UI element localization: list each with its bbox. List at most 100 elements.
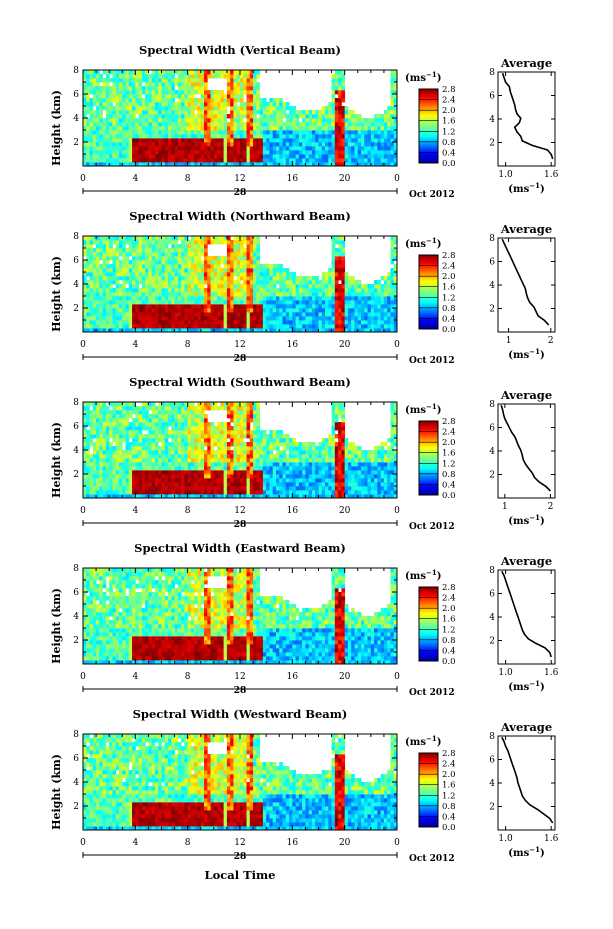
heatmap-cell [243,90,247,95]
heatmap-cell [194,482,198,487]
heatmap-cell [89,328,94,333]
heatmap-cell [318,320,323,325]
heatmap-cell [86,146,90,151]
heatmap-cell [351,328,355,333]
heatmap-cell [240,146,244,151]
heatmap-cell [253,292,257,297]
heatmap-cell [164,438,169,443]
heatmap-cell [145,268,149,273]
heatmap-cell [158,236,162,241]
heatmap-cell [302,316,306,321]
heatmap-cell [262,280,267,285]
heatmap-cell [99,244,104,249]
heatmap-cell [109,126,113,131]
heatmap-cell [318,316,323,321]
heatmap-cell [158,474,162,479]
heatmap-cell [347,138,352,143]
heatmap-cell [262,308,267,313]
heatmap-cell [197,312,202,317]
heatmap-cell [96,236,100,241]
heatmap-cell [148,260,153,265]
heatmap-cell [393,268,398,273]
heatmap-cell [338,268,342,273]
heatmap-cell [89,458,94,463]
heatmap-cell [190,268,195,273]
heatmap-cell [253,78,257,83]
heatmap-cell [109,86,113,91]
heatmap-cell [302,296,306,301]
heatmap-cell [122,328,126,333]
heatmap-cell [132,490,136,495]
heatmap-cell [184,236,189,241]
heatmap-cell [289,158,293,163]
heatmap-cell [148,98,153,103]
heatmap-cell [177,70,182,75]
heatmap-cell [377,280,382,285]
heatmap-cell [377,142,382,147]
heatmap-cell [105,114,110,119]
heatmap-cell [200,328,205,333]
heatmap-cell [194,284,198,289]
heatmap-cell [190,316,195,321]
heatmap-cell [190,98,195,103]
heatmap-cell [181,320,185,325]
heatmap-cell [246,248,251,253]
heatmap-cell [164,90,169,95]
heatmap-cell [370,292,375,297]
heatmap-cell [269,288,274,293]
heatmap-cell [213,162,218,167]
heatmap-cell [204,490,208,495]
heatmap-cell [102,130,107,135]
heatmap-cell [380,288,385,293]
heatmap-cell [138,494,143,499]
heatmap-cell [344,304,349,309]
heatmap-cell [145,450,149,455]
heatmap-cell [102,138,107,143]
heatmap-cell [125,288,130,293]
heatmap-cell [128,90,133,95]
heatmap-cell [115,288,120,293]
heatmap-cell [246,264,251,269]
heatmap-cell [118,236,123,241]
heatmap-cell [266,126,270,131]
heatmap-cell [253,110,257,115]
heatmap-cell [269,98,274,103]
heatmap-cell [387,312,391,317]
heatmap-cell [207,138,211,143]
heatmap-cell [321,134,326,139]
heatmap-cell [220,316,225,321]
heatmap-cell [161,494,166,499]
heatmap-cell [318,158,323,163]
heatmap-cell [295,146,300,151]
heatmap-cell [102,244,107,249]
heatmap-cell [125,268,130,273]
heatmap-cell [347,142,352,147]
heatmap-cell [148,240,153,245]
heatmap-cell [374,320,378,325]
heatmap-cell [138,272,143,277]
average-x-tick-label: 1 [506,336,512,346]
heatmap-cell [275,134,280,139]
heatmap-cell [190,244,195,249]
heatmap-cell [125,122,130,127]
heatmap-cell [269,320,274,325]
heatmap-cell [249,106,254,111]
heatmap-cell [354,154,359,159]
heatmap-cell [249,264,254,269]
heatmap-cell [174,426,179,431]
heatmap-cell [390,280,395,285]
heatmap-cell [154,130,159,135]
heatmap-cell [347,304,352,309]
heatmap-cell [135,312,139,317]
heatmap-cell [122,410,126,415]
heatmap-cell [112,438,117,443]
heatmap-cell [308,122,313,127]
heatmap-cell [145,126,149,131]
heatmap-cell [220,284,225,289]
heatmap-cell [105,406,110,411]
heatmap-cell [197,470,202,475]
heatmap-cell [370,320,375,325]
heatmap-cell [132,474,136,479]
heatmap-cell [118,90,123,95]
heatmap-cell [233,236,238,241]
